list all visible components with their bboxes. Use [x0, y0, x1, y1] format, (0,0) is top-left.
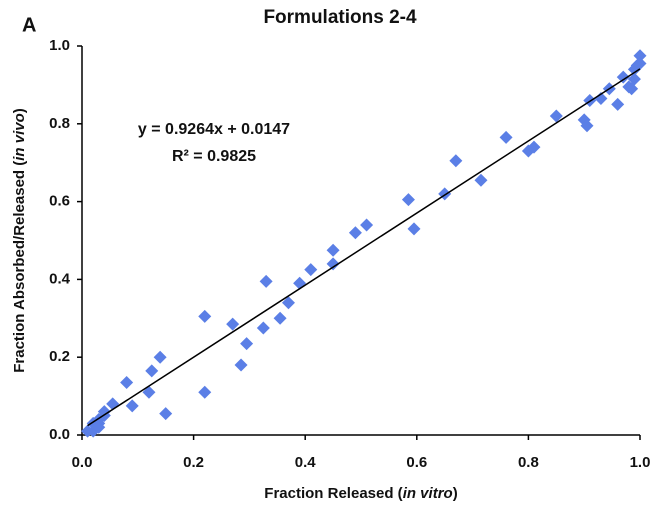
point	[449, 154, 463, 168]
point	[304, 263, 318, 277]
point	[159, 407, 173, 421]
point	[616, 70, 630, 84]
point	[549, 109, 563, 123]
point	[594, 92, 608, 106]
point	[627, 62, 641, 76]
x-tick-label: 0.6	[406, 454, 427, 471]
chart-title: Formulations 2-4	[263, 7, 417, 28]
r-squared: R² = 0.9825	[172, 148, 256, 165]
trendline	[87, 68, 641, 427]
y-tick-label: 0.4	[49, 270, 71, 287]
y-axis-title: Fraction Absorbed/Released (in vivo)	[11, 108, 28, 373]
point	[407, 222, 421, 236]
point	[580, 119, 594, 133]
x-tick-label: 0.0	[72, 454, 93, 471]
equation: y = 0.9264x + 0.0147	[138, 121, 290, 138]
x-axis-title-part: in vitro	[403, 485, 453, 502]
point	[198, 385, 212, 399]
point	[273, 311, 287, 325]
point	[153, 350, 167, 364]
point	[401, 193, 415, 207]
y-tick-label: 0.6	[49, 193, 70, 210]
point	[281, 296, 295, 310]
point	[527, 140, 541, 154]
point	[326, 257, 340, 271]
point	[611, 97, 625, 111]
point	[625, 82, 639, 96]
y-tick-label: 0.0	[49, 426, 70, 443]
y-axis-title-part: Fraction Absorbed/Released (	[11, 161, 28, 373]
x-axis-title-part: )	[453, 485, 458, 502]
y-tick-label: 0.8	[49, 115, 70, 132]
x-tick-label: 1.0	[630, 454, 651, 471]
point	[293, 276, 307, 290]
y-axis-title-part: )	[11, 108, 28, 113]
point	[142, 385, 156, 399]
x-axis-title-part: Fraction Released (	[264, 485, 402, 502]
panel-label: A	[22, 14, 36, 36]
x-axis-title: Fraction Released (in vitro)	[264, 485, 457, 502]
point	[360, 218, 374, 232]
x-tick-label: 0.2	[183, 454, 204, 471]
point	[120, 375, 134, 389]
point	[633, 49, 647, 63]
point	[106, 397, 120, 411]
y-tick-label: 0.2	[49, 348, 70, 365]
point	[198, 309, 212, 323]
x-tick-label: 0.8	[518, 454, 539, 471]
point	[92, 420, 106, 434]
point	[259, 274, 273, 288]
x-tick-label: 0.4	[295, 454, 317, 471]
y-tick-label: 1.0	[49, 37, 70, 54]
point	[256, 321, 270, 335]
point	[145, 364, 159, 378]
point	[627, 72, 641, 86]
point	[348, 226, 362, 240]
point	[97, 405, 111, 419]
point	[474, 173, 488, 187]
point	[125, 399, 139, 413]
point	[499, 130, 513, 144]
point	[240, 337, 254, 351]
point	[226, 317, 240, 331]
point	[326, 243, 340, 257]
point	[234, 358, 248, 372]
y-axis-title-part: in vivo	[11, 113, 28, 161]
